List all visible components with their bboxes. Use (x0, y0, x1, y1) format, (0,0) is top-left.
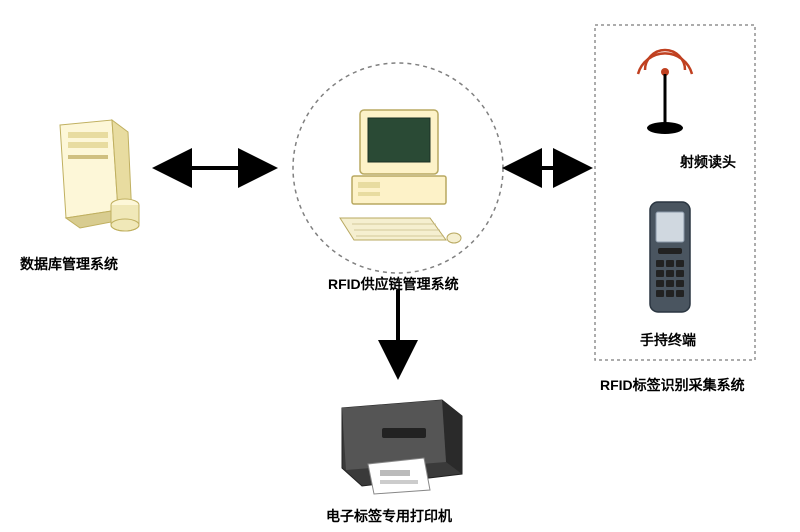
printer-icon (332, 388, 466, 496)
handheld-label: 手持终端 (640, 330, 696, 350)
printer-label: 电子标签专用打印机 (326, 506, 452, 526)
rf-reader-label: 射频读头 (680, 152, 736, 172)
center-node (330, 100, 466, 255)
database-label: 数据库管理系统 (20, 254, 118, 274)
server-icon (40, 110, 150, 240)
group-box-label: RFID标签识别采集系统 (600, 375, 745, 395)
rf-reader-node (630, 42, 700, 147)
database-node (40, 110, 150, 245)
printer-node (332, 388, 466, 501)
computer-icon (330, 100, 466, 250)
handheld-icon (640, 198, 700, 318)
handheld-node (640, 198, 700, 323)
antenna-icon (630, 42, 700, 142)
center-label: RFID供应链管理系统 (328, 274, 459, 294)
